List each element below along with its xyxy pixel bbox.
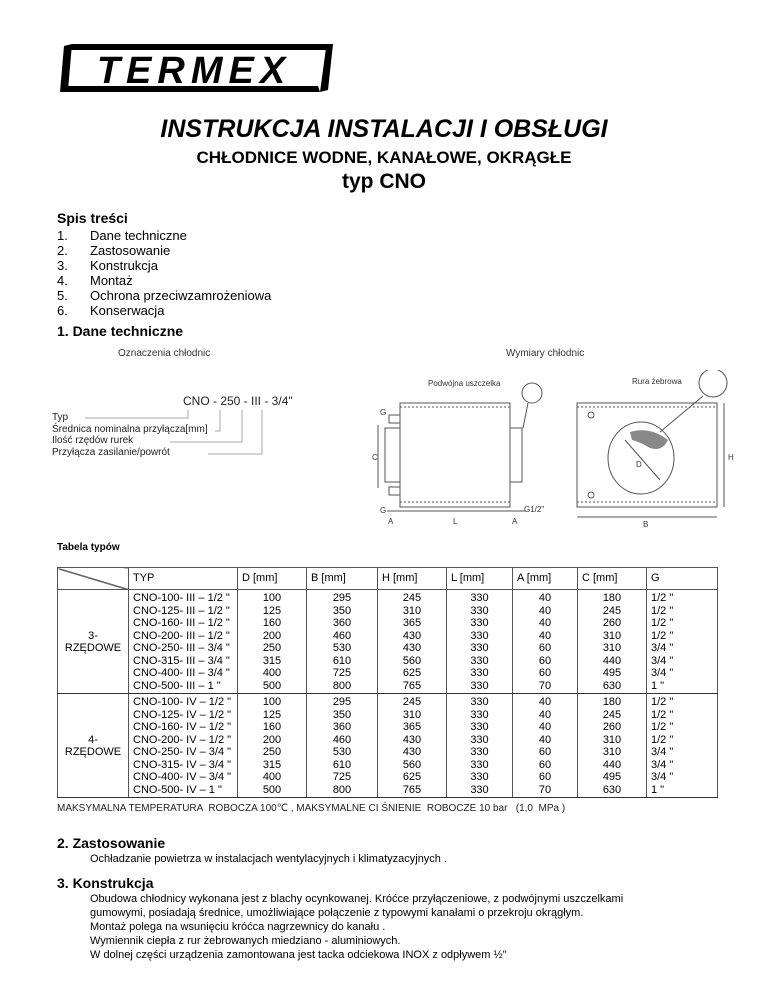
designation-code: CNO - 250 - III - 3/4" bbox=[183, 394, 293, 408]
col-header: TYP bbox=[128, 567, 238, 590]
toc-item: 6. Konserwacja bbox=[57, 303, 165, 318]
max-parameters-note: MAKSYMALNA TEMPERATURA ROBOCZA 100℃ , MA… bbox=[57, 803, 566, 814]
section-2-heading: 2. Zastosowanie bbox=[57, 835, 166, 851]
cell-typ: CNO-100- III – 1/2 " CNO-125- III – 1/2 … bbox=[128, 589, 238, 694]
dimensions-caption: Wymiary chłodnic bbox=[506, 348, 585, 359]
toc-item: 1. Dane techniczne bbox=[57, 228, 187, 243]
document-title: INSTRUKCJA INSTALACJI I OBSŁUGI bbox=[160, 115, 608, 143]
paragraph-line: gumowymi, posiadają średnice, umożliwiaj… bbox=[90, 907, 584, 919]
designation-caption: Oznaczenia chłodnic bbox=[118, 348, 211, 359]
cell-h: 245 310 365 430 430 560 625 765 bbox=[377, 693, 447, 798]
legend-item: Przyłącza zasilanie/powrót bbox=[52, 446, 170, 458]
col-header: L [mm] bbox=[446, 567, 513, 590]
cell-l: 330 330 330 330 330 330 330 330 bbox=[446, 589, 513, 694]
termex-logo: TERMEX bbox=[60, 44, 333, 92]
legend-item: Średnica nominalna przyłącza[mm] bbox=[52, 423, 208, 435]
section-2-text: Ochładzanie powietrza w instalacjach wen… bbox=[90, 853, 448, 865]
col-header: H [mm] bbox=[377, 567, 447, 590]
paragraph-line: Montaż polega na wsunięciu króćca nagrze… bbox=[90, 921, 386, 933]
cell-h: 245 310 365 430 430 560 625 765 bbox=[377, 589, 447, 694]
cell-b: 295 350 360 460 530 610 725 800 bbox=[306, 589, 378, 694]
label-a-left: A bbox=[388, 517, 394, 526]
section-1-heading: 1. Dane techniczne bbox=[57, 323, 184, 339]
cooler-dimensions-drawing: G G C A L A G1/2" Podwójna uszczelka Rur… bbox=[372, 370, 734, 529]
cell-g: 1/2 " 1/2 " 1/2 " 1/2 " 3/4 " 3/4 " 3/4 … bbox=[646, 589, 718, 694]
legend-item: Typ bbox=[52, 412, 69, 423]
cell-label: 3- RZĘDOWE bbox=[57, 589, 129, 694]
cell-b: 295 350 360 460 530 610 725 800 bbox=[306, 693, 378, 798]
paragraph-line: W dolnej części urządzenia zamontowana j… bbox=[90, 949, 507, 961]
designation-leader-lines bbox=[85, 410, 263, 455]
label-double-seal: Podwójna uszczelka bbox=[428, 379, 501, 388]
corner-cell bbox=[57, 567, 129, 590]
label-l: L bbox=[453, 517, 458, 526]
cell-typ: CNO-100- IV – 1/2 " CNO-125- IV – 1/2 " … bbox=[128, 693, 238, 798]
cell-c: 180 245 260 310 310 440 495 630 bbox=[577, 589, 647, 694]
col-header: C [mm] bbox=[577, 567, 647, 590]
cell-label: 4- RZĘDOWE bbox=[57, 693, 129, 798]
label-finned-tube: Rura żebrowa bbox=[632, 377, 682, 386]
section-3-text: Obudowa chłodnicy wykonana jest z blachy… bbox=[90, 892, 623, 962]
col-header: A [mm] bbox=[512, 567, 578, 590]
label-a-right: A bbox=[512, 517, 518, 526]
document-type: typ CNO bbox=[342, 170, 426, 193]
toc-item: 2. Zastosowanie bbox=[57, 243, 171, 258]
label-g-bottom: G bbox=[380, 506, 386, 515]
logo-text: TERMEX bbox=[97, 50, 291, 92]
types-table: TYP D [mm] B [mm] H [mm] L [mm] A [mm] C… bbox=[57, 567, 718, 798]
col-header: B [mm] bbox=[306, 567, 378, 590]
legend-item: Ilość rzędów rurek bbox=[52, 435, 134, 446]
cell-g: 1/2 " 1/2 " 1/2 " 1/2 " 3/4 " 3/4 " 3/4 … bbox=[646, 693, 718, 798]
col-header: D [mm] bbox=[237, 567, 307, 590]
section-3-heading: 3. Konstrukcja bbox=[57, 875, 154, 891]
table-caption: Tabela typów bbox=[57, 542, 120, 553]
toc-item: 5. Ochrona przeciwzamrożeniowa bbox=[57, 288, 272, 303]
table-of-contents: 1. Dane techniczne 2. Zastosowanie 3. Konstru… bbox=[57, 228, 271, 318]
table-group-row: 3- RZĘDOWE CNO-100- III – 1/2 " CNO-125- … bbox=[57, 589, 718, 694]
cell-l: 330 330 330 330 330 330 330 330 bbox=[446, 693, 513, 798]
label-h: H bbox=[728, 453, 734, 462]
label-g12: G1/2" bbox=[524, 505, 544, 514]
table-header-row: TYP D [mm] B [mm] H [mm] L [mm] A [mm] C… bbox=[57, 567, 718, 590]
toc-heading: Spis treści bbox=[57, 210, 128, 226]
cell-d: 100 125 160 200 250 315 400 500 bbox=[237, 589, 307, 694]
cell-c: 180 245 260 310 310 440 495 630 bbox=[577, 693, 647, 798]
cell-a: 40 40 40 40 60 60 60 70 bbox=[512, 693, 578, 798]
cell-d: 100 125 160 200 250 315 400 500 bbox=[237, 693, 307, 798]
table-group-row: 4- RZĘDOWE CNO-100- IV – 1/2 " CNO-125- I… bbox=[57, 693, 718, 798]
label-c: C bbox=[372, 453, 378, 462]
paragraph-line: Obudowa chłodnicy wykonana jest z blachy… bbox=[90, 893, 624, 905]
designation-legend: Typ Średnica nominalna przyłącza[mm] Ilo… bbox=[52, 412, 208, 458]
toc-item: 4. Montaż bbox=[57, 273, 133, 288]
paragraph-line: Wymiennik ciepła z rur żebrowanych miedz… bbox=[90, 935, 401, 947]
label-d: D bbox=[636, 460, 642, 469]
toc-item: 3. Konstrukcja bbox=[57, 258, 158, 273]
label-b: B bbox=[643, 520, 648, 529]
label-g-top: G bbox=[380, 408, 386, 417]
cell-a: 40 40 40 40 60 60 60 70 bbox=[512, 589, 578, 694]
col-header: G bbox=[646, 567, 718, 590]
document-subtitle: CHŁODNICE WODNE, KANAŁOWE, OKRĄGŁE bbox=[196, 148, 572, 167]
